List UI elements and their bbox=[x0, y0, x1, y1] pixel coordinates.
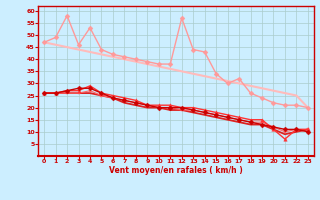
X-axis label: Vent moyen/en rafales ( km/h ): Vent moyen/en rafales ( km/h ) bbox=[109, 166, 243, 175]
